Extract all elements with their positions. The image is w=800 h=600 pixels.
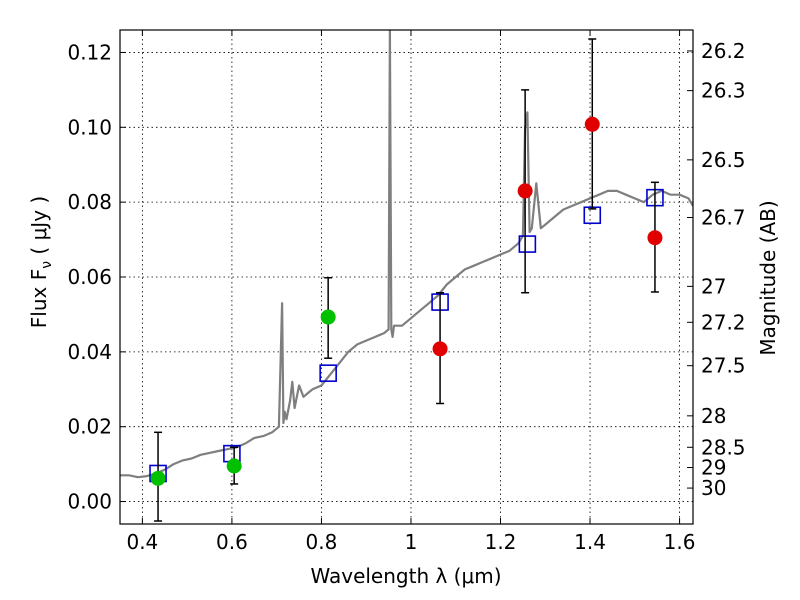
y-tick-label: 0.04 <box>67 340 112 364</box>
red-data-point <box>517 183 533 199</box>
right-axis-tick-label: 27.5 <box>701 354 746 378</box>
right-axis-tick-label: 26.5 <box>701 148 746 172</box>
synthetic-photometry-square <box>518 235 537 253</box>
x-tick-label: 0.8 <box>306 530 338 554</box>
y-tick-label: 0.06 <box>67 265 112 289</box>
red-data-point <box>647 230 663 246</box>
synthetic-photometry-square <box>583 206 602 225</box>
axis-ticks: 0.4 0.6 0.8 1 1.2 1.4 1.6 0.00 0.02 0.04 0.06 0.08 0… <box>67 30 746 554</box>
right-axis-tick-label: 29 <box>701 455 726 479</box>
x-tick-label: 1.4 <box>574 530 606 554</box>
y-axis-label-unit: ( μJy ) <box>27 196 51 261</box>
green-data-point <box>226 458 242 474</box>
x-tick-label: 1.2 <box>485 530 517 554</box>
right-axis-tick-label: 28 <box>701 404 726 428</box>
right-axis-tick-label: 26.3 <box>701 79 746 103</box>
y-tick-label: 0.10 <box>67 115 112 139</box>
x-tick-label: 0.6 <box>216 530 248 554</box>
right-axis-tick-label: 28.5 <box>701 435 746 459</box>
y-axis-label: Flux Fν ( μJy ) <box>27 196 55 328</box>
y-axis-label-subscript: ν <box>39 261 55 269</box>
y-tick-label: 0.12 <box>67 40 112 64</box>
right-axis-tick-label: 30 <box>701 476 726 500</box>
x-axis-label: Wavelength λ (μm) <box>310 564 501 588</box>
right-axis-label: Magnitude (AB) <box>756 200 780 355</box>
right-axis-tick-label: 27 <box>701 274 726 298</box>
y-tick-label: 0.00 <box>67 490 112 514</box>
red-data-point <box>584 116 600 132</box>
green-data-point <box>150 470 166 486</box>
model-spectrum-line <box>120 30 693 479</box>
grid-lines <box>120 30 693 524</box>
right-axis-tick-label: 26.7 <box>701 205 746 229</box>
x-tick-label: 1.6 <box>664 530 696 554</box>
y-axis-label-main: Flux F <box>27 269 51 328</box>
plot-content <box>120 30 693 522</box>
y-tick-label: 0.02 <box>67 415 112 439</box>
right-axis-tick-label: 27.2 <box>701 310 746 334</box>
green-data-point <box>320 309 336 325</box>
right-axis-tick-label: 26.2 <box>701 39 746 63</box>
synthetic-photometry-square <box>319 364 337 382</box>
plot-area <box>120 30 693 522</box>
x-tick-label: 1 <box>405 530 418 554</box>
y-tick-label: 0.08 <box>67 190 112 214</box>
red-data-point <box>432 341 448 357</box>
x-tick-label: 0.4 <box>126 530 158 554</box>
